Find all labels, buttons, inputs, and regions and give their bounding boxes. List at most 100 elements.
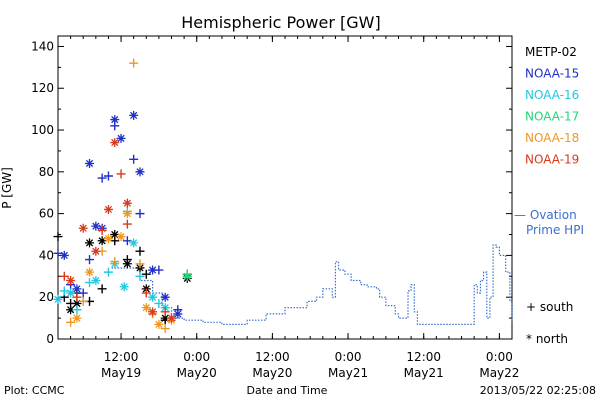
legend-entry: NOAA-19	[525, 153, 579, 167]
north-point	[72, 284, 82, 294]
x-tick-date-label: May22	[479, 366, 519, 380]
plot-frame	[57, 35, 513, 340]
north-point	[66, 305, 76, 315]
north-point	[129, 238, 139, 248]
x-axis-label: Date and Time	[247, 384, 328, 397]
south-point	[122, 236, 132, 246]
legend-entry: NOAA-16	[525, 88, 579, 102]
chart-title: Hemispheric Power [GW]	[181, 13, 380, 32]
legend-ovation-label-2: Prime HPI	[526, 223, 584, 237]
satellite-marks	[53, 58, 192, 334]
north-point	[85, 158, 95, 168]
south-point	[85, 255, 95, 265]
north-point	[66, 275, 76, 285]
legend-entry: NOAA-17	[525, 110, 579, 124]
south-point	[59, 271, 69, 281]
south-point	[72, 305, 82, 315]
legend-entry: NOAA-15	[525, 67, 579, 81]
north-point	[182, 271, 192, 281]
y-axis-ticks: 0 20 40 60 80 100 120 140	[31, 39, 512, 346]
ovation-series	[111, 244, 513, 325]
x-tick-date-label: May21	[328, 366, 368, 380]
south-point	[85, 278, 95, 288]
south-point	[66, 317, 76, 327]
north-point	[91, 221, 101, 231]
y-tick-label: 80	[39, 165, 54, 179]
legend-entry: NOAA-18	[525, 131, 579, 145]
south-point	[97, 173, 107, 183]
north-point	[148, 292, 158, 302]
x-tick-time-label: 0:00	[335, 350, 362, 364]
north-point	[154, 319, 164, 329]
legend: METP-02 NOAA-15 NOAA-16 NOAA-17 NOAA-18 NOAA-…	[514, 45, 584, 346]
y-tick-label: 120	[31, 81, 54, 95]
north-point	[122, 209, 132, 219]
footer-plot-source: Plot: CCMC	[4, 384, 65, 397]
north-point	[110, 230, 120, 240]
north-point	[85, 238, 95, 248]
north-point	[103, 234, 113, 244]
y-tick-label: 40	[39, 248, 54, 262]
south-point	[141, 269, 151, 279]
north-point	[72, 298, 82, 308]
north-point	[119, 282, 129, 292]
x-tick-time-label: 12:00	[104, 350, 139, 364]
south-point	[103, 171, 113, 181]
y-tick-label: 100	[31, 123, 54, 137]
north-point	[148, 307, 158, 317]
south-point	[78, 296, 88, 306]
south-point	[135, 209, 145, 219]
north-point	[53, 294, 63, 304]
y-tick-label: 20	[39, 290, 54, 304]
x-tick-date-label: May19	[101, 366, 141, 380]
north-point	[66, 288, 76, 298]
north-point	[59, 250, 69, 260]
south-point	[110, 257, 120, 267]
north-point	[103, 204, 113, 214]
north-point	[72, 313, 82, 323]
north-point	[85, 267, 95, 277]
north-point	[160, 313, 170, 323]
y-axis-label: P [GW]	[0, 167, 14, 209]
y-tick-label: 0	[46, 332, 54, 346]
north-point	[110, 138, 120, 148]
north-point	[91, 275, 101, 285]
legend-ovation-label: — Ovation	[514, 208, 577, 222]
x-tick-time-label: 12:00	[255, 350, 290, 364]
south-point	[160, 324, 170, 334]
y-tick-label: 60	[39, 207, 54, 221]
x-axis-ticks: 12:00 May19 0:00 May20 12:00 May20 0:00 May21 12…	[57, 36, 519, 380]
y-tick-label: 140	[31, 39, 54, 53]
legend-south-marker: + south	[526, 300, 573, 314]
south-point	[103, 267, 113, 277]
x-tick-time-label: 0:00	[486, 350, 513, 364]
x-tick-date-label: May20	[177, 366, 217, 380]
south-point	[97, 284, 107, 294]
north-point	[129, 110, 139, 120]
south-point	[53, 232, 63, 242]
north-point	[135, 167, 145, 177]
south-point	[122, 219, 132, 229]
footer-timestamp: 2013/05/22 02:25:08	[480, 384, 596, 397]
south-point	[135, 259, 145, 269]
north-point	[141, 303, 151, 313]
north-point	[148, 265, 158, 275]
north-point	[116, 133, 126, 143]
x-tick-date-label: May21	[404, 366, 444, 380]
north-point	[122, 198, 132, 208]
south-point	[116, 169, 126, 179]
north-point	[160, 292, 170, 302]
north-point	[167, 313, 176, 323]
south-point	[97, 225, 107, 235]
legend-north-marker: * north	[526, 332, 568, 346]
south-point	[141, 288, 151, 298]
north-point	[122, 259, 132, 269]
south-point	[129, 58, 139, 68]
north-point	[91, 246, 101, 256]
legend-entry: METP-02	[525, 45, 577, 59]
south-point	[154, 298, 164, 308]
x-tick-time-label: 0:00	[183, 350, 210, 364]
ovation-prime-hpi-line	[111, 244, 513, 325]
north-point	[110, 115, 120, 125]
